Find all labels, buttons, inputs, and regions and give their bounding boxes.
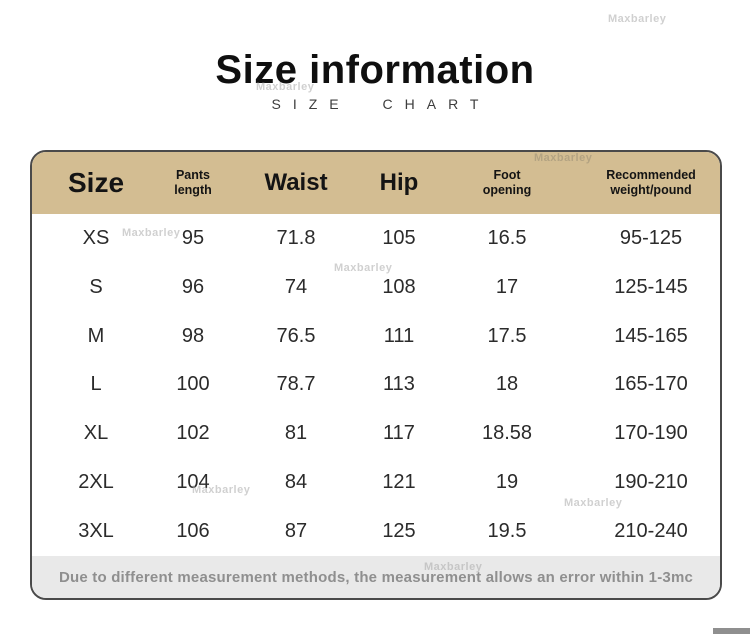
cell-size: S: [89, 275, 103, 298]
cell-hip: 111: [383, 324, 415, 347]
table-row-l: L 100 78.7 113 18 165-170: [32, 361, 720, 410]
cell-foot-opening: 18: [495, 373, 519, 396]
page-title: Size information: [215, 48, 535, 92]
cell-pants-length: 98: [181, 324, 205, 347]
cell-size: 2XL: [78, 471, 114, 494]
cell-waist: 71.8: [276, 226, 316, 249]
table-row-3xl: 3XL 106 87 125 19.5 210-240: [32, 507, 720, 556]
cell-pants-length: 100: [176, 373, 210, 396]
cell-hip: 108: [382, 275, 416, 298]
cell-foot-opening: 19: [495, 471, 519, 494]
corner-accent-bar: [713, 628, 750, 634]
cell-hip: 121: [382, 471, 416, 494]
table-row-xs: XS 95 71.8 105 16.5 95-125: [32, 214, 720, 263]
cell-foot-opening: 18.58: [481, 422, 533, 445]
table-row-2xl: 2XL 104 84 121 19 190-210: [32, 458, 720, 507]
cell-foot-opening: 19.5: [487, 520, 527, 543]
column-header-pants-length: Pants length: [174, 168, 212, 197]
cell-hip: 113: [383, 373, 415, 396]
cell-waist: 81: [284, 422, 308, 445]
table-row-s: S 96 74 108 17 125-145: [32, 263, 720, 312]
cell-size: XL: [83, 422, 109, 445]
cell-waist: 84: [284, 471, 308, 494]
cell-waist: 87: [284, 520, 308, 543]
column-header-size: Size: [67, 167, 125, 198]
cell-pants-length: 102: [176, 422, 210, 445]
cell-pants-length: 96: [181, 275, 205, 298]
page-subtitle: SIZE CHART: [271, 96, 491, 112]
cell-waist: 74: [284, 275, 308, 298]
cell-weight: 190-210: [614, 471, 688, 494]
cell-hip: 117: [383, 422, 415, 445]
cell-weight: 125-145: [614, 275, 688, 298]
cell-waist: 76.5: [276, 324, 316, 347]
table-row-xl: XL 102 81 117 18.58 170-190: [32, 409, 720, 458]
cell-size: M: [87, 324, 105, 347]
column-header-waist: Waist: [264, 169, 328, 196]
cell-pants-length: 104: [176, 471, 210, 494]
measurement-disclaimer-text: Due to different measurement methods, th…: [58, 568, 694, 586]
cell-foot-opening: 17.5: [487, 324, 527, 347]
cell-weight: 170-190: [614, 422, 688, 445]
cell-size: L: [90, 373, 102, 396]
measurement-disclaimer-bar: Due to different measurement methods, th…: [32, 556, 720, 598]
cell-weight: 165-170: [614, 373, 688, 396]
cell-foot-opening: 16.5: [487, 226, 527, 249]
size-chart-table: Size Pants length Waist Hip Foot opening…: [30, 150, 722, 600]
cell-weight: 145-165: [614, 324, 688, 347]
cell-weight: 95-125: [619, 226, 683, 249]
cell-foot-opening: 17: [495, 275, 519, 298]
cell-size: XS: [82, 226, 110, 249]
column-header-weight: Recommended weight/pound: [606, 168, 696, 197]
cell-pants-length: 106: [176, 520, 210, 543]
cell-hip: 105: [382, 226, 416, 249]
cell-size: 3XL: [78, 520, 114, 543]
column-header-foot-opening: Foot opening: [482, 168, 532, 197]
cell-weight: 210-240: [614, 520, 688, 543]
table-body: XS 95 71.8 105 16.5 95-125 S 96 74 108 1…: [32, 214, 720, 556]
cell-pants-length: 95: [181, 226, 205, 249]
table-header-row: Size Pants length Waist Hip Foot opening…: [32, 152, 720, 214]
table-row-m: M 98 76.5 111 17.5 145-165: [32, 312, 720, 361]
watermark: Maxbarley: [608, 13, 667, 25]
cell-waist: 78.7: [276, 373, 316, 396]
cell-hip: 125: [382, 520, 416, 543]
column-header-hip: Hip: [379, 169, 419, 196]
